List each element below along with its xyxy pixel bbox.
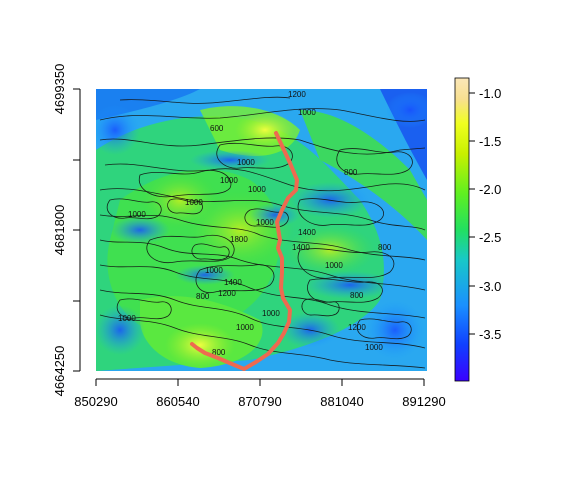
y-tick-label: 4664250 (52, 346, 67, 397)
contour-label: 1000 (298, 108, 316, 117)
x-axis (95, 378, 425, 386)
contour-label: 1000 (365, 343, 383, 352)
contour-lines (99, 96, 426, 369)
contour-label: 1400 (224, 278, 242, 287)
colorbar: -1.0 -1.5 -2.0 -2.5 -3.0 -3.5 (454, 77, 501, 382)
colorbar-tick-label: -1.5 (479, 134, 501, 149)
contour-label: 1200 (218, 289, 236, 298)
x-tick-labels: 850290 860540 870790 881040 891290 (74, 394, 445, 409)
x-tick-label: 881040 (320, 394, 363, 409)
x-tick-label: 870790 (238, 394, 281, 409)
x-tick-label: 850290 (74, 394, 117, 409)
contour-label: 800 (212, 348, 226, 357)
x-tick-label: 860540 (156, 394, 199, 409)
y-tick-labels: 4664250 4681800 4699350 (52, 64, 67, 397)
contour-label: 1400 (292, 243, 310, 252)
route-path (190, 131, 299, 371)
contour-label: 1000 (248, 185, 266, 194)
colorbar-tick-label: -3.0 (479, 279, 501, 294)
colorbar-tick-label: -2.0 (479, 182, 501, 197)
contour-label: 1000 (205, 266, 223, 275)
contour-label: 1000 (128, 210, 146, 219)
colorbar-tick-label: -2.5 (479, 230, 501, 245)
contour-label: 1000 (262, 309, 280, 318)
contour-label: 800 (378, 243, 392, 252)
contour-label: 800 (344, 168, 358, 177)
contour-label: 800 (196, 292, 210, 301)
contour-label: 1400 (298, 228, 316, 237)
y-tick-label: 4681800 (52, 205, 67, 256)
y-tick-label: 4699350 (52, 64, 67, 115)
raster-map: 1200 1000 600 1000 1000 1000 1000 1000 1… (96, 89, 427, 371)
contour-label: 1000 (220, 176, 238, 185)
colorbar-gradient (454, 77, 470, 382)
contour-label: 1000 (256, 218, 274, 227)
colorbar-tick-label: -1.0 (479, 86, 501, 101)
contour-labels: 1200 1000 600 1000 1000 1000 1000 1000 1… (118, 90, 392, 357)
y-axis (73, 88, 81, 372)
contour-label: 1000 (185, 198, 203, 207)
contour-label: 1000 (237, 158, 255, 167)
contour-label: 1000 (236, 323, 254, 332)
contour-label: 1200 (288, 90, 306, 99)
contour-label: 600 (210, 124, 224, 133)
contour-label: 800 (350, 291, 364, 300)
colorbar-tick-label: -3.5 (479, 327, 501, 342)
contour-label: 1800 (230, 235, 248, 244)
contour-label: 1200 (348, 323, 366, 332)
contour-label: 1000 (325, 261, 343, 270)
contour-label: 1000 (118, 314, 136, 323)
x-tick-label: 891290 (402, 394, 445, 409)
